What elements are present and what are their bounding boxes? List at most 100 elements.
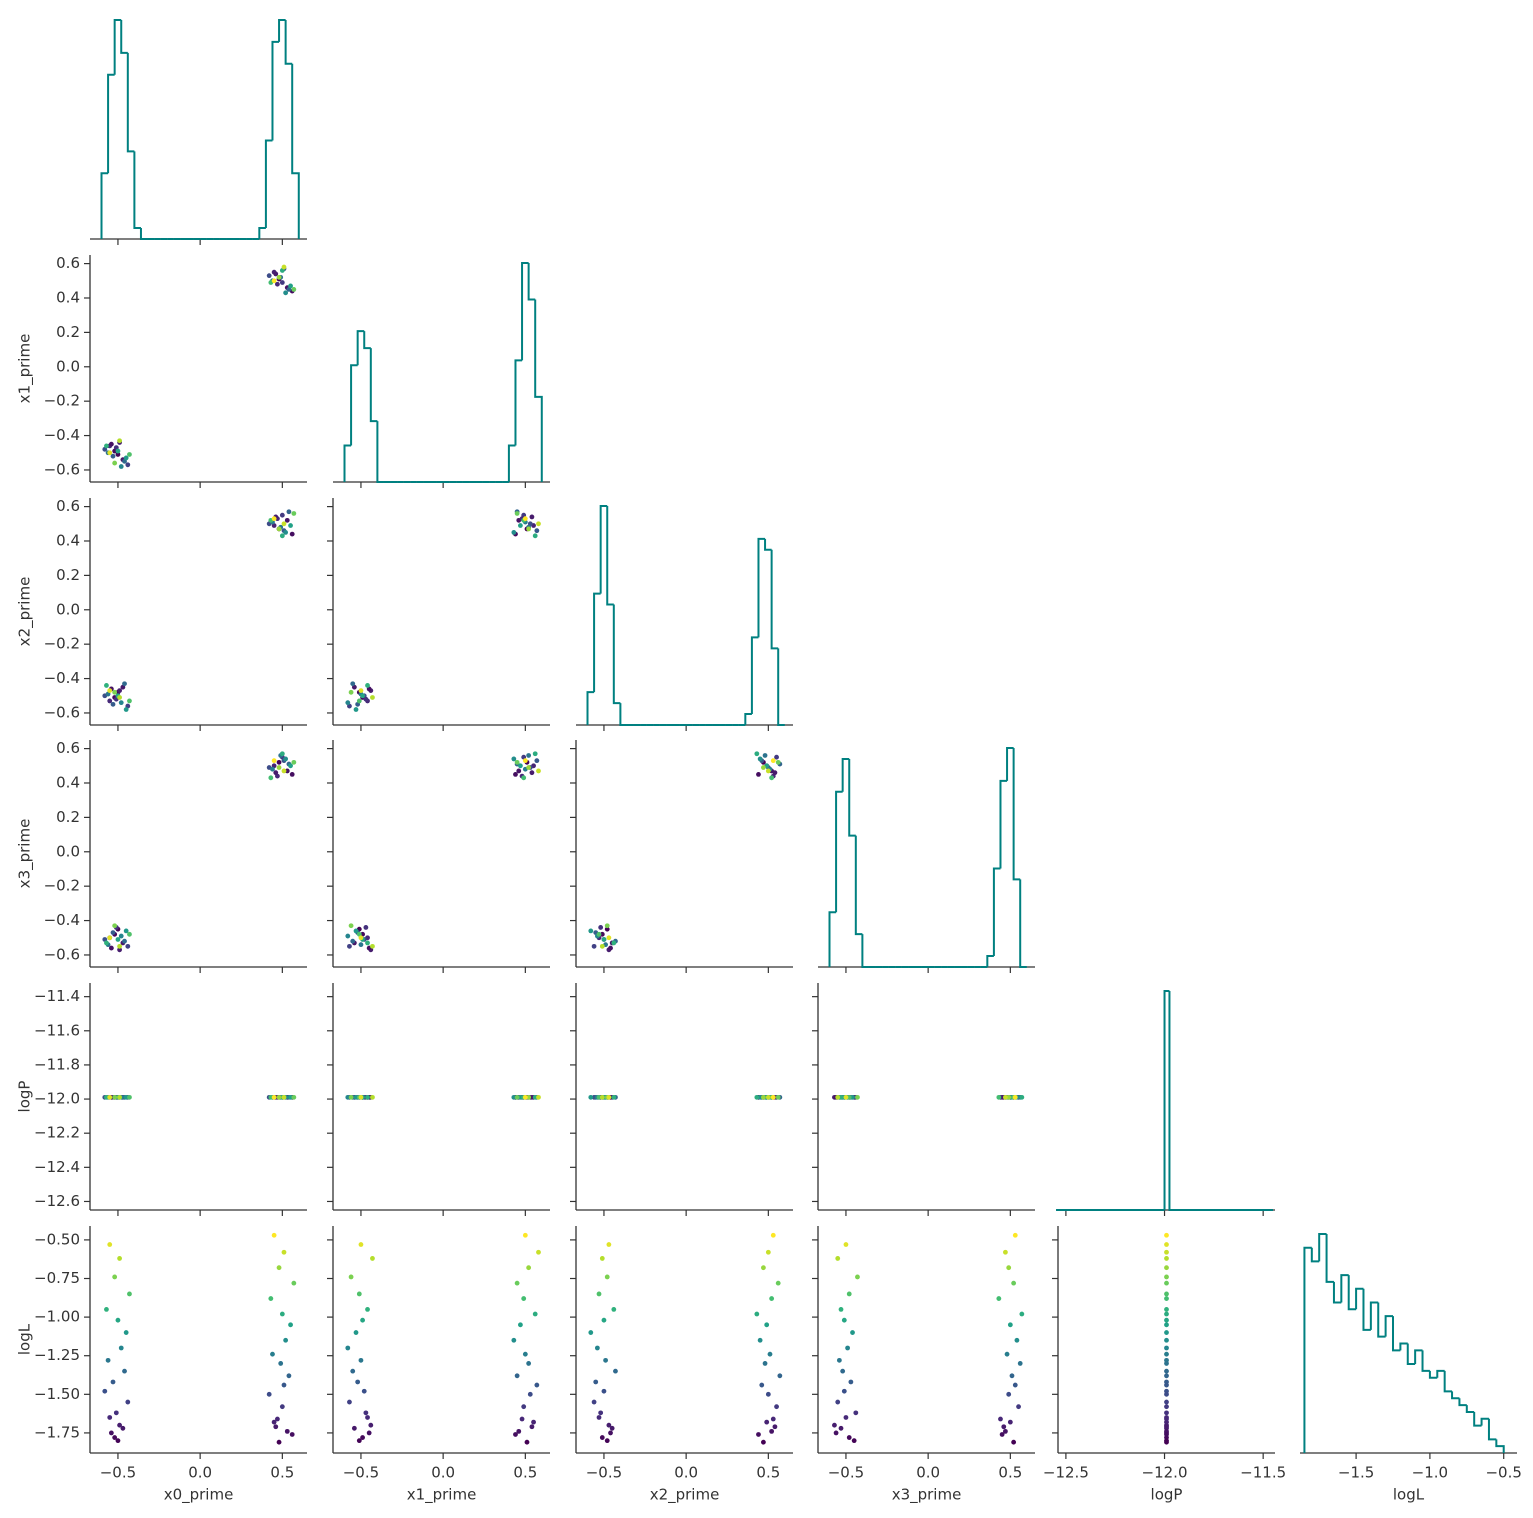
scatter-point: [769, 1428, 775, 1434]
scatter-point: [107, 1415, 113, 1420]
y-tick-label: −11.6: [34, 1021, 80, 1039]
scatter-point: [127, 452, 132, 457]
scatter-point: [838, 1306, 844, 1312]
scatter-point: [288, 1322, 293, 1328]
scatter-point: [271, 516, 277, 522]
y-tick-label: −0.4: [44, 669, 80, 687]
scatter-point: [117, 695, 122, 700]
y-axis-label: logL: [16, 1323, 34, 1355]
scatter-point: [761, 765, 766, 770]
scatter-point: [1164, 1291, 1169, 1297]
scatter-point: [358, 688, 364, 694]
scatter-point: [276, 765, 282, 770]
x-tick-label: −1.0: [1412, 1464, 1448, 1482]
hist-bin: [1332, 1281, 1342, 1304]
scatter-point: [757, 1337, 763, 1343]
scatter-point: [845, 1345, 850, 1351]
y-tick-label: −12.6: [34, 1192, 80, 1210]
hist-bin: [1414, 1349, 1423, 1365]
scatter-point: [769, 1296, 775, 1301]
scatter-point: [524, 1439, 530, 1445]
scatter-point: [1164, 1382, 1169, 1388]
scatter-point: [609, 1425, 615, 1431]
hist-bin: [1458, 1398, 1467, 1407]
scatter-point: [770, 1416, 776, 1422]
hist-bin: [1369, 1301, 1379, 1330]
scatter-point: [761, 1265, 766, 1271]
scatter-point: [110, 701, 116, 707]
scatter-point: [286, 1373, 292, 1379]
scatter-point: [529, 1094, 535, 1100]
scatter-point: [855, 1274, 860, 1280]
scatter-point: [1164, 1337, 1169, 1343]
hist-bin: [291, 63, 300, 239]
scatter-point: [606, 1242, 612, 1247]
scatter-point: [850, 1094, 855, 1100]
scatter-point: [355, 1379, 361, 1385]
scatter-point: [113, 1410, 119, 1416]
scatter-point: [516, 1428, 522, 1434]
y-tick-label: 0.0: [56, 600, 80, 618]
scatter-point: [1006, 1094, 1012, 1100]
hist-bin: [828, 911, 837, 967]
hist-bin: [861, 934, 869, 968]
hist-bin: [521, 262, 529, 361]
scatter-point: [596, 1291, 602, 1297]
scatter-point: [348, 1274, 354, 1280]
scatter-point: [350, 681, 356, 687]
y-tick-label: −0.6: [44, 703, 80, 721]
scatter-point: [850, 1330, 855, 1335]
scatter-point: [284, 517, 290, 523]
scatter-point: [1164, 1416, 1169, 1422]
hist-bin: [1399, 1342, 1408, 1351]
scatter-point: [843, 1094, 849, 1100]
y-tick-label: −0.6: [44, 945, 80, 963]
x-tick-label: −12.0: [1142, 1464, 1188, 1482]
scatter-point: [757, 756, 763, 762]
hist-bin: [770, 549, 779, 650]
hist-bin: [1012, 748, 1021, 881]
y-tick-label: −12.0: [34, 1090, 80, 1108]
scatter-point: [1164, 1317, 1169, 1323]
scatter-point: [1019, 1311, 1025, 1317]
scatter-point: [117, 943, 122, 949]
scatter-point: [603, 1357, 608, 1363]
scatter-point: [1164, 1296, 1169, 1301]
scatter-point: [345, 933, 351, 939]
scatter-point: [604, 1274, 610, 1280]
scatter-point: [841, 1388, 847, 1394]
scatter-point: [115, 448, 121, 454]
hist-bin: [1421, 1350, 1430, 1372]
scatter-point: [356, 698, 362, 704]
scatter-point: [283, 529, 289, 535]
scatter-point: [288, 1094, 293, 1100]
scatter-point: [756, 1432, 761, 1437]
x-tick-label: −0.5: [828, 1464, 864, 1482]
y-axis-label: x1_prime: [16, 334, 35, 404]
scatter-point: [1164, 1424, 1169, 1430]
scatter-point: [1164, 1322, 1169, 1328]
scatter-point: [998, 1416, 1003, 1422]
scatter-point: [370, 943, 375, 949]
y-tick-label: 0.6: [56, 739, 80, 757]
scatter-point: [1012, 1382, 1018, 1388]
scatter-point: [115, 1317, 121, 1323]
scatter-point: [532, 1311, 538, 1317]
scatter-point: [1164, 1330, 1169, 1335]
scatter-point: [358, 942, 364, 948]
y-tick-label: −1.25: [34, 1346, 80, 1364]
hist-bin: [527, 263, 536, 301]
hist-bin: [1436, 1369, 1445, 1378]
x-axis-label: logP: [1151, 1486, 1183, 1504]
scatter-point: [526, 765, 532, 770]
scatter-point: [1009, 1373, 1015, 1379]
scatter-point: [596, 931, 602, 937]
scatter-point: [596, 1094, 602, 1100]
scatter-point: [120, 1425, 126, 1431]
scatter-point: [532, 533, 538, 539]
scatter-point: [526, 1361, 532, 1366]
scatter-point: [1003, 1249, 1008, 1255]
scatter-point: [112, 923, 118, 929]
hist-bin: [1480, 1417, 1489, 1426]
scatter-point: [770, 1094, 776, 1100]
